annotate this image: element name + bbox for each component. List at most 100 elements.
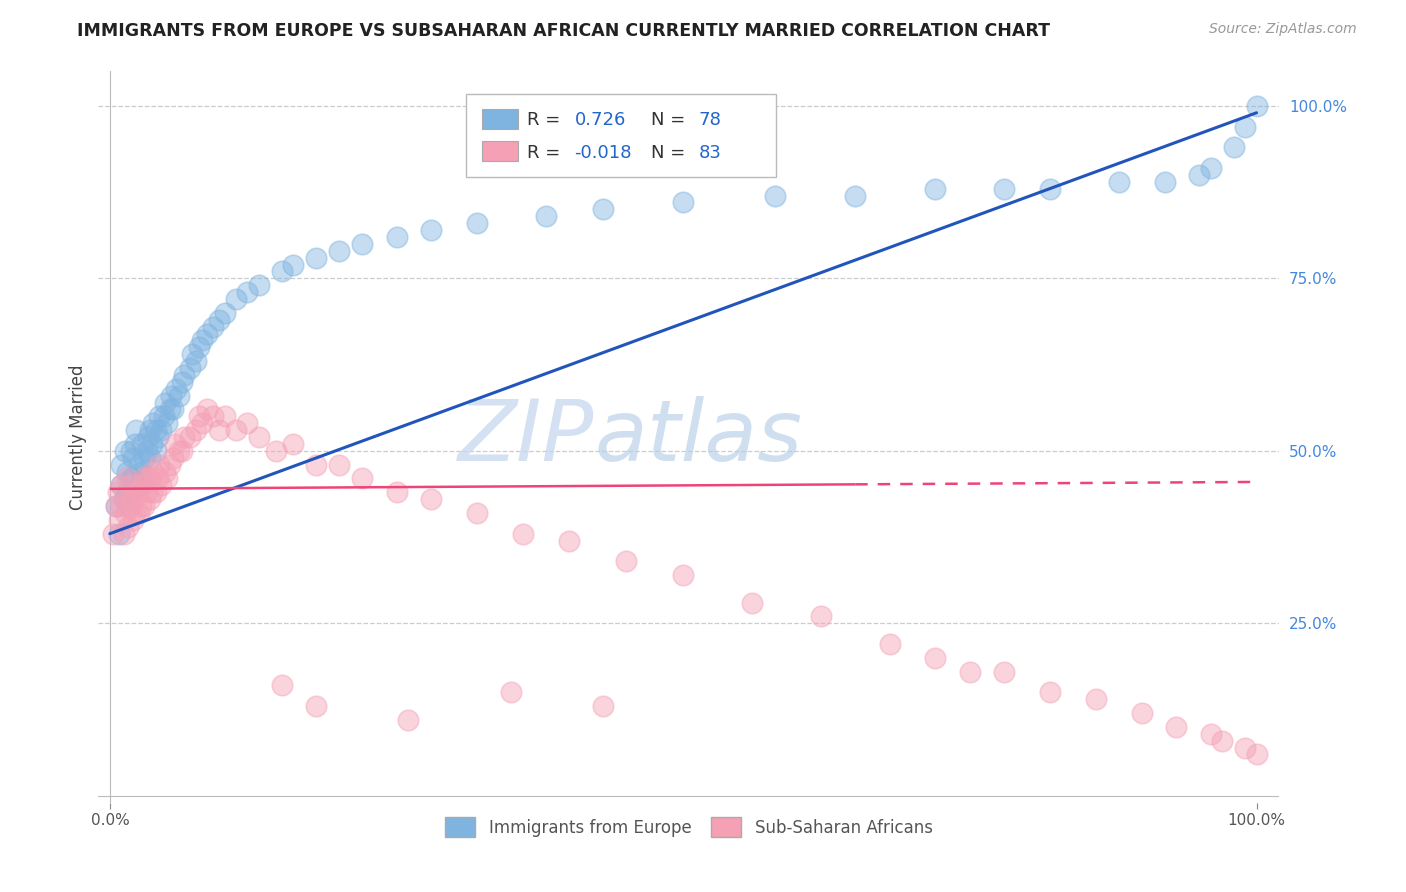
Point bbox=[420, 223, 443, 237]
Point bbox=[136, 471, 159, 485]
FancyBboxPatch shape bbox=[482, 109, 517, 129]
Point bbox=[195, 402, 218, 417]
Point bbox=[592, 202, 614, 217]
Point bbox=[959, 665, 981, 679]
Point bbox=[120, 443, 142, 458]
Point bbox=[110, 478, 132, 492]
Point bbox=[131, 478, 153, 492]
Point bbox=[121, 485, 143, 500]
Point bbox=[108, 513, 131, 527]
Point bbox=[188, 340, 211, 354]
Point bbox=[763, 188, 786, 202]
Point bbox=[1222, 140, 1244, 154]
Point bbox=[103, 526, 125, 541]
Point bbox=[305, 699, 328, 714]
Point bbox=[179, 430, 201, 444]
Point bbox=[924, 182, 946, 196]
Text: ZIP: ZIP bbox=[458, 395, 595, 479]
Point bbox=[173, 368, 195, 382]
Point bbox=[208, 312, 231, 326]
Point bbox=[139, 450, 162, 465]
Point bbox=[844, 188, 866, 202]
Point bbox=[993, 665, 1015, 679]
Text: 0.726: 0.726 bbox=[575, 112, 626, 129]
Point bbox=[214, 409, 236, 424]
Point bbox=[165, 437, 187, 451]
Point bbox=[172, 443, 194, 458]
Text: R =: R = bbox=[527, 112, 567, 129]
Point bbox=[184, 354, 207, 368]
Point bbox=[162, 450, 184, 465]
Point bbox=[270, 264, 292, 278]
Point bbox=[146, 430, 169, 444]
Point bbox=[139, 423, 162, 437]
Point bbox=[305, 251, 328, 265]
Point bbox=[501, 685, 523, 699]
Point bbox=[142, 417, 165, 431]
Point bbox=[104, 499, 127, 513]
Point bbox=[134, 450, 156, 465]
Point bbox=[134, 471, 156, 485]
Point bbox=[124, 437, 146, 451]
Point bbox=[352, 236, 374, 251]
Point bbox=[121, 471, 143, 485]
Point bbox=[173, 430, 195, 444]
Point bbox=[672, 195, 695, 210]
Point bbox=[148, 458, 170, 472]
Point bbox=[283, 258, 305, 272]
Point bbox=[141, 437, 163, 451]
Point bbox=[614, 554, 637, 568]
Point bbox=[162, 402, 184, 417]
Point bbox=[1199, 161, 1222, 175]
Point bbox=[134, 471, 156, 485]
Point bbox=[465, 506, 488, 520]
Point bbox=[1188, 168, 1211, 182]
Point bbox=[125, 485, 148, 500]
FancyBboxPatch shape bbox=[465, 94, 776, 177]
Point bbox=[117, 520, 139, 534]
Point bbox=[328, 458, 350, 472]
Point bbox=[139, 492, 162, 507]
Point bbox=[135, 485, 157, 500]
Point bbox=[512, 526, 534, 541]
Point bbox=[104, 499, 127, 513]
Point bbox=[1166, 720, 1188, 734]
Point bbox=[136, 430, 159, 444]
Point bbox=[202, 319, 225, 334]
Point bbox=[120, 499, 142, 513]
Point bbox=[107, 485, 129, 500]
Point bbox=[139, 471, 162, 485]
Point bbox=[121, 513, 143, 527]
Point bbox=[117, 499, 139, 513]
Point bbox=[465, 216, 488, 230]
Point bbox=[129, 499, 152, 513]
Point bbox=[121, 492, 143, 507]
Point bbox=[115, 485, 138, 500]
Point bbox=[214, 306, 236, 320]
Point bbox=[184, 423, 207, 437]
Text: IMMIGRANTS FROM EUROPE VS SUBSAHARAN AFRICAN CURRENTLY MARRIED CORRELATION CHART: IMMIGRANTS FROM EUROPE VS SUBSAHARAN AFR… bbox=[77, 22, 1050, 40]
Point bbox=[114, 506, 136, 520]
Point bbox=[236, 417, 259, 431]
Point bbox=[1234, 740, 1257, 755]
Point bbox=[110, 458, 132, 472]
Point bbox=[1085, 692, 1108, 706]
Point bbox=[141, 485, 163, 500]
Point bbox=[385, 485, 408, 500]
Point bbox=[1108, 175, 1130, 189]
Point bbox=[195, 326, 218, 341]
Point bbox=[145, 423, 167, 437]
Text: N =: N = bbox=[651, 144, 692, 161]
Point bbox=[128, 478, 150, 492]
Point bbox=[135, 443, 157, 458]
Point bbox=[741, 596, 763, 610]
Point bbox=[115, 465, 138, 479]
Point bbox=[385, 230, 408, 244]
Point bbox=[247, 430, 270, 444]
Text: R =: R = bbox=[527, 144, 567, 161]
Point bbox=[146, 471, 169, 485]
Point bbox=[165, 382, 187, 396]
Point bbox=[129, 465, 152, 479]
Point bbox=[159, 389, 181, 403]
Point bbox=[810, 609, 832, 624]
